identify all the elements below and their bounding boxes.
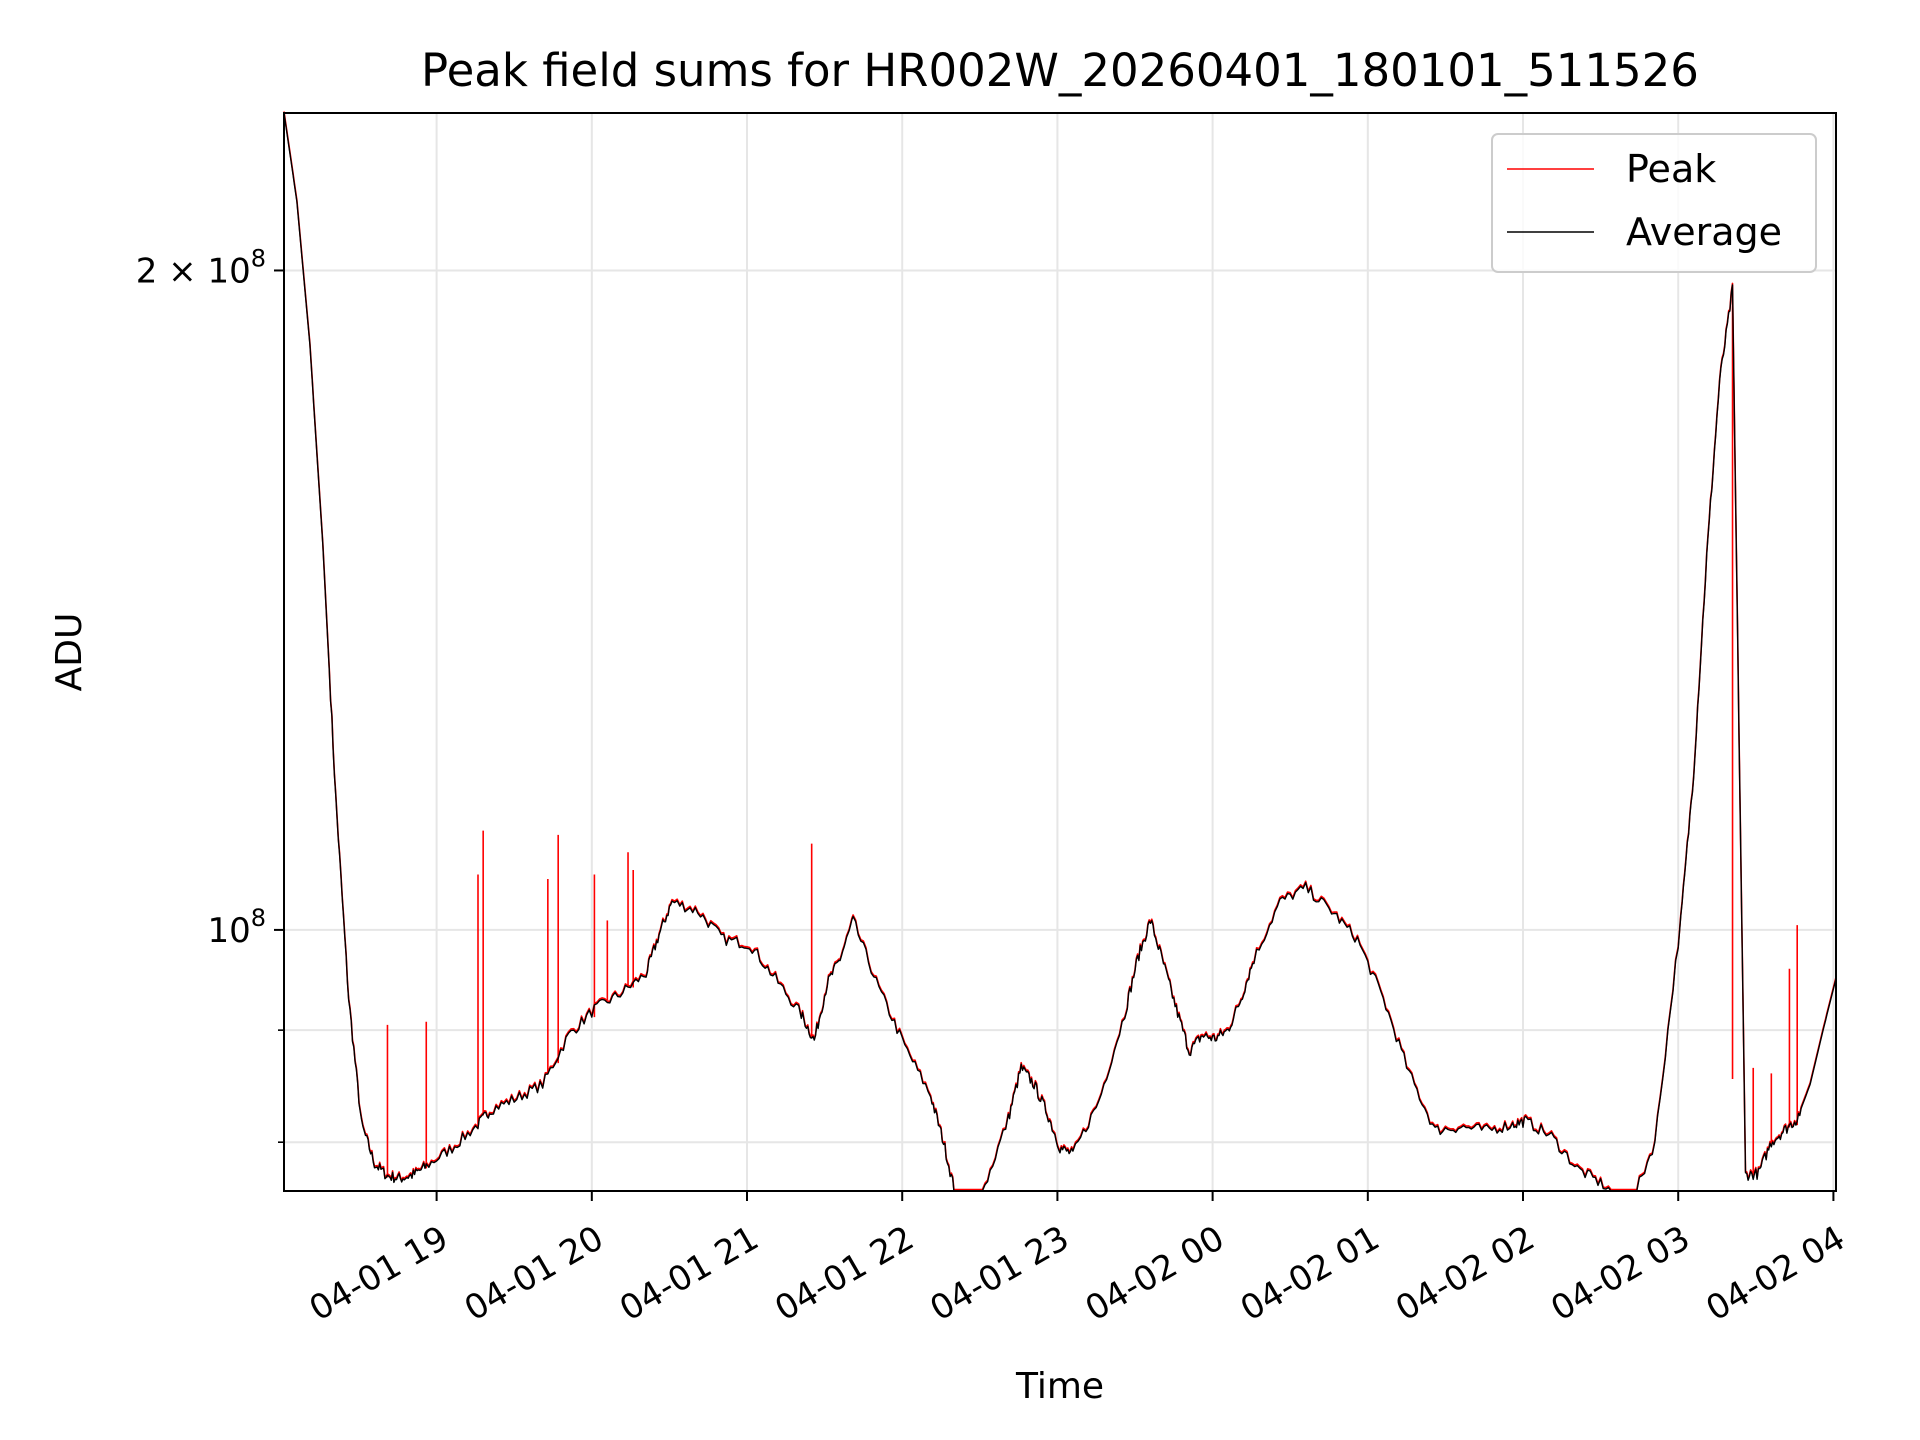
legend: Peak Average	[1491, 133, 1817, 273]
legend-label-average: Average	[1626, 210, 1782, 254]
plot-area-frame	[283, 112, 1837, 1192]
y-axis-label: ADU	[49, 613, 90, 692]
grid	[284, 113, 1836, 1191]
y-tick-label: 108	[207, 904, 266, 951]
y-tick-label: 2 × 108	[136, 244, 266, 291]
legend-label-peak: Peak	[1626, 147, 1716, 191]
peak-spikes	[386, 293, 1798, 1178]
y-axis-ticks: 108 2 × 108	[136, 244, 284, 1144]
x-axis-label: Time	[1015, 1366, 1104, 1407]
chart-title: Peak field sums for HR002W_20260401_1801…	[421, 44, 1699, 97]
